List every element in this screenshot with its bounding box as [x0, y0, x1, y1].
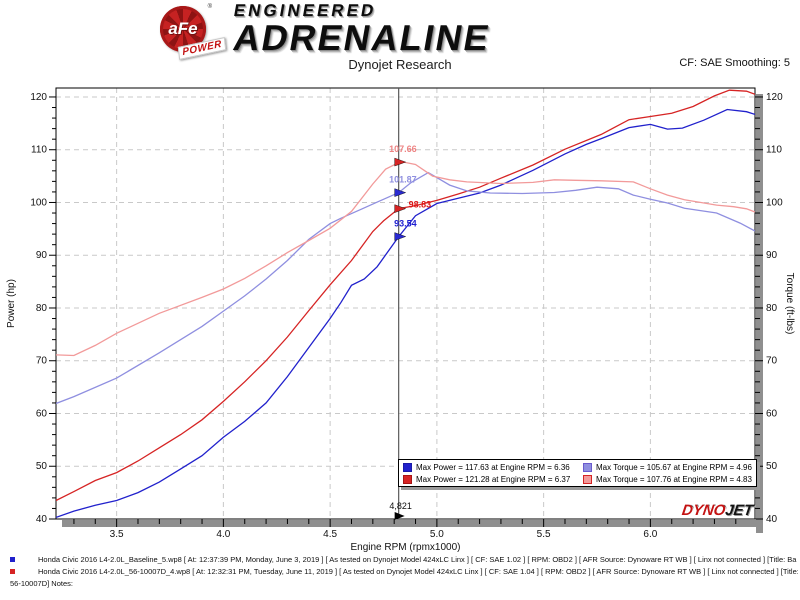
cursor-group[interactable]: 107.66 101.87 98.83 93.54 4,821	[389, 88, 431, 520]
y-axis-label-right: Torque (ft-lbs)	[784, 273, 795, 335]
run-info-text: Honda Civic 2016 L4-2.0L_Baseline_5.wp8 …	[38, 555, 797, 564]
plot-shadow-right	[756, 94, 763, 533]
x-tick: 6.0	[643, 529, 657, 540]
x-tick: 5.5	[537, 529, 551, 540]
plot-shadow-bottom	[62, 520, 763, 527]
cursor-marker	[394, 157, 407, 167]
legend-swatch	[403, 474, 412, 484]
y-tick-right: 120	[766, 92, 783, 103]
legend-swatch	[583, 474, 592, 484]
cursor-value-label: 93.54	[394, 219, 417, 229]
x-tick: 3.5	[110, 529, 124, 540]
y-tick-right: 70	[766, 356, 778, 367]
run-info-text: Honda Civic 2016 L4-2.0L_56-10007D_4.wp8…	[38, 567, 798, 576]
legend-entry: Max Power = 121.28 at Engine RPM = 6.37	[403, 474, 579, 484]
y-tick-left: 110	[31, 145, 47, 156]
legend-text: Max Torque = 105.67 at Engine RPM = 4.96	[596, 462, 752, 472]
cursor-marker	[394, 188, 407, 197]
y-tick-right: 90	[766, 250, 778, 261]
y-axis-label-left: Power (hp)	[6, 279, 17, 328]
run-info-line: 56-10007D] Notes:	[0, 578, 798, 590]
y-tick-right: 110	[766, 145, 782, 156]
registered-mark: ®	[207, 4, 212, 10]
cursor-value-label: 101.87	[389, 175, 417, 185]
y-tick-left: 50	[36, 461, 48, 472]
plot-border	[55, 87, 756, 520]
y-tick-left: 40	[36, 514, 48, 525]
x-tick: 5.0	[430, 529, 444, 540]
afe-logo-text: aFe	[168, 19, 198, 38]
y-tick-left: 70	[36, 356, 48, 367]
run-info-text: 56-10007D] Notes:	[10, 579, 73, 588]
run-info-line: Honda Civic 2016 L4-2.0L_Baseline_5.wp8 …	[0, 554, 798, 566]
y-tick-left: 80	[36, 303, 48, 314]
chart-title: Dynojet Research	[348, 57, 452, 72]
y-tick-left: 90	[36, 250, 48, 261]
legend-swatch	[583, 462, 592, 472]
y-tick-right: 40	[766, 514, 778, 525]
legend-entry: Max Torque = 107.76 at Engine RPM = 4.83	[583, 474, 752, 484]
cursor-axis-marker	[394, 512, 405, 520]
y-tick-left: 100	[30, 197, 47, 208]
x-tick: 4.0	[216, 529, 230, 540]
tick-labels: 40 40 50 50 60 60 70 70 80 80 90 90 100 100 110 110 120 1…	[30, 92, 783, 540]
watermark-jet: JET	[724, 502, 755, 519]
dynojet-watermark: DYNOJET	[681, 502, 754, 519]
y-tick-right: 60	[766, 408, 778, 419]
y-tick-right: 50	[766, 461, 778, 472]
cursor-marker	[394, 232, 407, 241]
run-info-footer: Honda Civic 2016 L4-2.0L_Baseline_5.wp8 …	[0, 554, 798, 590]
cursor-value-label: 107.66	[389, 144, 417, 154]
curve-power-baseline	[56, 108, 755, 519]
run-bullet-icon	[10, 569, 15, 574]
y-tick-right: 100	[766, 197, 783, 208]
run-bullet-icon	[10, 557, 15, 562]
curve-torque-modified	[56, 160, 755, 357]
chart-legend: Max Power = 117.63 at Engine RPM = 6.36 M…	[398, 459, 757, 487]
legend-text: Max Power = 121.28 at Engine RPM = 6.37	[416, 474, 571, 484]
watermark-dyno: DYNO	[680, 502, 727, 519]
cursor-value-label: 98.83	[409, 200, 432, 210]
axis-ticks	[49, 96, 763, 527]
smoothing-setting: CF: SAE Smoothing: 5	[679, 57, 790, 69]
x-tick: 4.5	[323, 529, 337, 540]
curve-torque-baseline	[56, 171, 755, 405]
afe-emblem-icon: aFe ® POWER	[160, 4, 227, 61]
y-tick-right: 80	[766, 303, 778, 314]
y-tick-left: 120	[30, 92, 47, 103]
cursor-rpm-label: 4,821	[389, 501, 412, 511]
y-tick-left: 60	[36, 408, 48, 419]
cursor-marker	[394, 204, 407, 213]
curve-power-modified	[56, 89, 755, 502]
afe-brand-logo: aFe ® POWER ENGINEERED ADRENALINE	[160, 1, 494, 61]
legend-text: Max Torque = 107.76 at Engine RPM = 4.83	[596, 474, 752, 484]
run-info-line: Honda Civic 2016 L4-2.0L_56-10007D_4.wp8…	[0, 566, 798, 578]
legend-entry: Max Torque = 105.67 at Engine RPM = 4.96	[583, 462, 752, 472]
legend-entry: Max Power = 117.63 at Engine RPM = 6.36	[403, 462, 579, 472]
legend-text: Max Power = 117.63 at Engine RPM = 6.36	[416, 462, 570, 472]
dyno-curves	[56, 89, 755, 519]
x-axis-label: Engine RPM (rpmx1000)	[350, 542, 460, 553]
legend-swatch	[403, 462, 412, 472]
